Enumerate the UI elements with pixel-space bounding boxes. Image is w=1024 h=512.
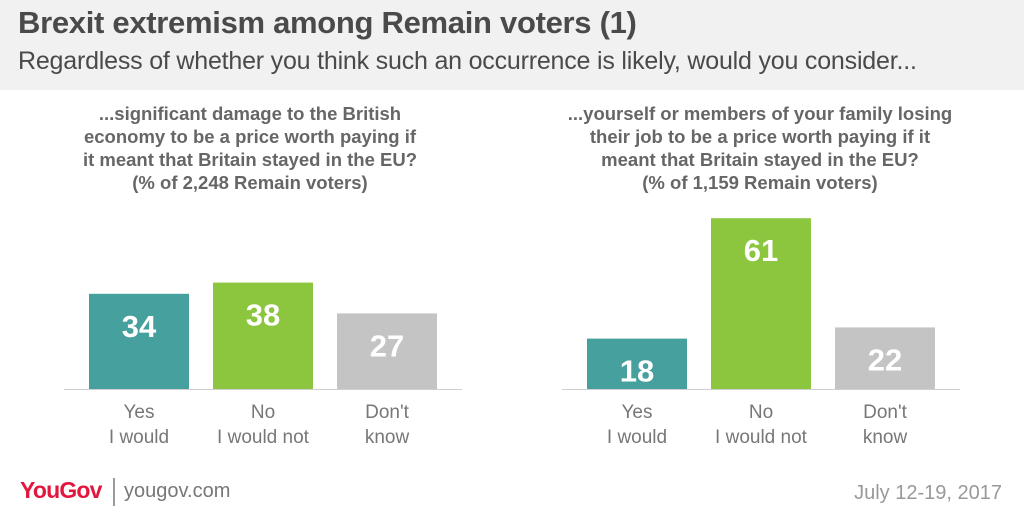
right-question-line: ...yourself or members of your family lo… [567, 103, 953, 124]
right-question-line: meant that Britain stayed in the EU? [601, 149, 919, 170]
left-category-label-no: No [251, 402, 275, 423]
right-question-base: (% of 1,159 Remain voters) [642, 172, 878, 193]
yougov-logo: YouGov [20, 477, 102, 503]
left-question-line: ...significant damage to the British [98, 103, 402, 124]
left-category-label-yes: I would [109, 427, 169, 448]
right-value-label-dont-know: 22 [868, 342, 902, 377]
footer-site-link[interactable]: yougov.com [124, 480, 231, 502]
left-question-line: economy to be a price worth paying if [83, 126, 417, 147]
left-value-label-dont-know: 27 [370, 328, 404, 363]
chart-title: Brexit extremism among Remain voters (1) [18, 5, 637, 40]
right-value-label-no: 61 [744, 233, 778, 268]
left-bar-dont-know [337, 313, 437, 389]
chart-subtitle: Regardless of whether you think such an … [18, 47, 917, 75]
right-category-label-no: No [749, 402, 773, 423]
left-question-base: (% of 2,248 Remain voters) [132, 172, 368, 193]
left-question: ...significant damage to the British eco… [40, 102, 460, 194]
right-category-label-no: I would not [715, 427, 808, 448]
right-question-line: their job to be a price worth paying if … [589, 126, 931, 147]
footer-divider [113, 478, 115, 506]
left-category-label-dont-know: Don't [365, 402, 409, 423]
left-bar-yes [89, 293, 189, 389]
left-category-label-no: I would not [217, 427, 310, 448]
right-value-label-yes: 18 [620, 354, 654, 389]
right-category-label-dont-know: know [863, 427, 908, 448]
right-question: ...yourself or members of your family lo… [550, 102, 970, 194]
header-band [0, 0, 1024, 90]
right-category-label-yes: Yes [622, 402, 653, 423]
right-category-label-yes: I would [607, 427, 667, 448]
left-category-label-yes: Yes [124, 402, 155, 423]
left-value-label-yes: 34 [122, 309, 157, 344]
right-bar-dont-know [835, 327, 935, 389]
left-question-line: it meant that Britain stayed in the EU? [82, 149, 418, 170]
left-category-label-dont-know: know [365, 427, 410, 448]
right-bar-no [711, 218, 811, 389]
right-bar-yes [587, 338, 687, 389]
bar-charts: 34 Yes I would 38 No I would not 27 Don't know 18… [64, 218, 960, 448]
left-value-label-no: 38 [246, 298, 280, 333]
fieldwork-date: July 12-19, 2017 [854, 482, 1002, 504]
right-category-label-dont-know: Don't [863, 402, 907, 423]
left-bar-no [213, 282, 313, 389]
